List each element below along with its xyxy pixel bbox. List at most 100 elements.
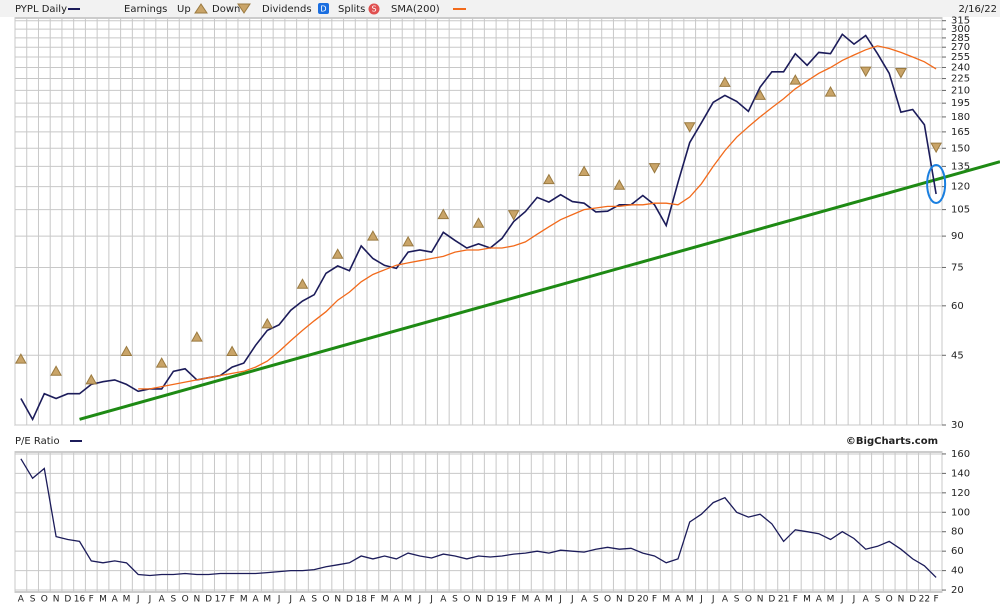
earnings-marker bbox=[226, 345, 238, 357]
x-tick-label: F bbox=[511, 595, 516, 605]
y-tick-label: 165 bbox=[951, 127, 970, 138]
x-tick-label: J bbox=[429, 595, 433, 605]
x-tick-label: O bbox=[745, 595, 752, 605]
dividend-icon bbox=[318, 3, 329, 14]
x-tick-label: O bbox=[463, 595, 470, 605]
earnings-marker bbox=[719, 76, 731, 87]
x-tick-label: N bbox=[757, 595, 764, 605]
y-tick-label: 240 bbox=[951, 62, 970, 73]
x-tick-label: S bbox=[734, 595, 740, 605]
earnings-marker bbox=[402, 235, 414, 247]
x-tick-label: O bbox=[322, 595, 329, 605]
x-tick-label: 20 bbox=[637, 595, 649, 605]
x-tick-label: O bbox=[182, 595, 189, 605]
x-tick-label: F bbox=[793, 595, 798, 605]
x-tick-label: F bbox=[89, 595, 94, 605]
x-tick-label: D bbox=[768, 595, 775, 605]
x-tick-label: A bbox=[863, 595, 870, 605]
x-tick-label: J bbox=[570, 595, 574, 605]
x-tick-label: D bbox=[628, 595, 635, 605]
x-tick-label: S bbox=[311, 595, 317, 605]
earnings-marker bbox=[683, 122, 696, 133]
x-tick-label: M bbox=[381, 595, 389, 605]
y-tick-label: 40 bbox=[951, 566, 964, 577]
highlight-ellipse bbox=[926, 163, 947, 204]
x-tick-label: D bbox=[205, 595, 212, 605]
x-tick-label: A bbox=[393, 595, 400, 605]
y-tick-label: 75 bbox=[951, 262, 964, 273]
split-icon bbox=[368, 3, 380, 15]
legend-down: Down bbox=[212, 4, 240, 15]
x-tick-label: A bbox=[722, 595, 729, 605]
earnings-marker bbox=[859, 66, 872, 78]
y-tick-label: 210 bbox=[951, 85, 970, 96]
x-tick-label: M bbox=[827, 595, 835, 605]
y-tick-label: 195 bbox=[951, 98, 970, 109]
y-tick-label: 270 bbox=[951, 42, 970, 53]
legend-splits: Splits bbox=[338, 4, 365, 15]
x-tick-label: 21 bbox=[778, 595, 789, 605]
x-tick-label: M bbox=[522, 595, 530, 605]
dividend-icon-letter: D bbox=[320, 5, 326, 14]
credit: ©BigCharts.com bbox=[846, 436, 938, 447]
x-tick-label: A bbox=[440, 595, 447, 605]
x-tick-label: 18 bbox=[355, 595, 367, 605]
split-icon-letter: S bbox=[371, 5, 376, 14]
legend-sma: SMA(200) bbox=[391, 4, 440, 15]
x-tick-label: F bbox=[370, 595, 375, 605]
y-tick-label: 60 bbox=[951, 301, 964, 312]
x-tick-label: J bbox=[852, 595, 856, 605]
earnings-marker bbox=[155, 357, 168, 368]
series-line bbox=[138, 45, 937, 390]
x-tick-label: D bbox=[909, 595, 916, 605]
x-tick-label: A bbox=[18, 595, 25, 605]
x-tick-label: M bbox=[545, 595, 553, 605]
legend-down-icon bbox=[237, 3, 251, 14]
earnings-marker bbox=[930, 142, 942, 154]
x-tick-label: M bbox=[686, 595, 694, 605]
earnings-marker bbox=[120, 345, 133, 357]
y-tick-label: 300 bbox=[951, 24, 970, 35]
x-tick-label: F bbox=[652, 595, 657, 605]
x-tick-label: S bbox=[30, 595, 36, 605]
x-tick-label: J bbox=[699, 595, 703, 605]
x-tick-label: N bbox=[475, 595, 482, 605]
x-tick-label: F bbox=[229, 595, 234, 605]
earnings-marker bbox=[824, 86, 837, 97]
x-tick-label: J bbox=[277, 595, 281, 605]
trendline bbox=[79, 160, 1000, 421]
y-tick-label: 315 bbox=[951, 16, 970, 27]
x-tick-label: D bbox=[346, 595, 353, 605]
y-tick-label: 140 bbox=[951, 468, 970, 479]
x-tick-label: 22 bbox=[919, 595, 930, 605]
earnings-marker bbox=[543, 173, 555, 185]
x-tick-label: D bbox=[487, 595, 494, 605]
x-tick-label: N bbox=[194, 595, 201, 605]
y-tick-label: 100 bbox=[951, 507, 970, 518]
earnings-marker bbox=[895, 68, 907, 79]
earnings-marker bbox=[261, 317, 274, 329]
x-tick-label: A bbox=[816, 595, 823, 605]
earnings-marker bbox=[648, 163, 661, 174]
y-tick-label: 90 bbox=[951, 231, 964, 242]
y-tick-label: 180 bbox=[951, 112, 970, 123]
x-tick-label: J bbox=[148, 595, 152, 605]
date-label: 2/16/22 bbox=[958, 4, 997, 15]
x-tick-label: O bbox=[604, 595, 611, 605]
x-tick-label: D bbox=[64, 595, 71, 605]
x-tick-label: N bbox=[616, 595, 623, 605]
x-tick-label: 16 bbox=[74, 595, 86, 605]
x-tick-label: F bbox=[934, 595, 939, 605]
plot-area bbox=[14, 451, 943, 593]
earnings-marker bbox=[331, 248, 344, 259]
y-tick-label: 30 bbox=[951, 420, 964, 431]
earnings-marker bbox=[15, 353, 27, 364]
x-tick-label: A bbox=[299, 595, 306, 605]
x-tick-label: A bbox=[534, 595, 541, 605]
x-tick-label: 17 bbox=[215, 595, 226, 605]
legend-up: Up bbox=[177, 4, 191, 15]
y-tick-label: 255 bbox=[951, 52, 970, 63]
legend-price: PYPL Daily bbox=[15, 4, 67, 15]
x-tick-label: N bbox=[334, 595, 341, 605]
